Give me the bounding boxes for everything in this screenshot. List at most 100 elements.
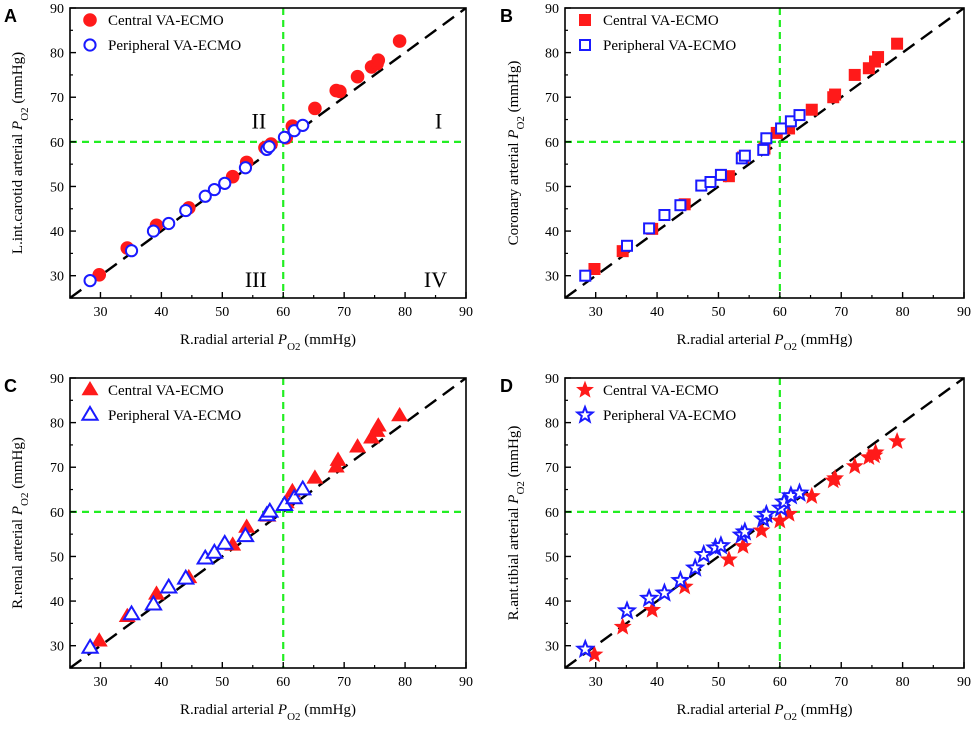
data-point <box>371 53 386 68</box>
data-point <box>872 51 885 64</box>
data-point <box>329 451 347 466</box>
y-tick-label: 70 <box>545 91 559 106</box>
data-point <box>760 132 773 145</box>
data-point <box>710 534 732 555</box>
y-tick-label: 80 <box>545 417 559 432</box>
data-point <box>159 577 179 594</box>
data-point <box>207 182 221 197</box>
panel-b: 30 30 40 40 50 50 60 60 70 70 80 80 90 90 R.radial art… <box>500 2 971 353</box>
x-tick-label: 90 <box>459 305 473 320</box>
y-tick-label: 40 <box>545 225 559 240</box>
data-point <box>757 143 770 156</box>
data-point <box>613 617 632 635</box>
legend-label: Peripheral VA-ECMO <box>603 38 736 54</box>
x-tick-label: 60 <box>773 675 787 690</box>
y-axis-label: Coronary arterial PO2 (mmHg) <box>506 61 527 246</box>
y-tick-label: 60 <box>545 506 559 521</box>
data-point <box>333 84 347 99</box>
data-point <box>579 269 592 282</box>
data-point <box>391 406 409 422</box>
data-point <box>369 417 387 432</box>
data-point <box>162 216 176 231</box>
plot-frame <box>564 377 965 669</box>
legend-label: Central VA-ECMO <box>603 13 719 29</box>
legend: Central VA-ECMO Peripheral VA-ECMO <box>579 13 736 54</box>
x-tick-label: 50 <box>711 305 725 320</box>
data-point <box>719 550 738 568</box>
x-tick-label: 30 <box>93 305 107 320</box>
data-point <box>829 88 842 101</box>
data-point <box>284 488 304 505</box>
data-point <box>793 109 806 122</box>
legend-marker <box>576 380 594 398</box>
y-tick-label: 30 <box>50 640 64 655</box>
y-tick-label: 70 <box>545 461 559 476</box>
data-point <box>293 479 313 496</box>
x-tick-label: 50 <box>215 305 229 320</box>
y-tick-label: 60 <box>50 136 64 151</box>
data-point <box>654 582 675 602</box>
legend-marker <box>579 39 591 51</box>
data-point <box>714 168 727 181</box>
panel-letter: C <box>4 376 17 396</box>
x-tick-label: 80 <box>398 675 412 690</box>
data-point <box>122 604 141 621</box>
data-point <box>236 526 255 543</box>
y-tick-label: 90 <box>50 2 64 17</box>
data-point <box>704 176 717 188</box>
x-tick-label: 70 <box>834 675 848 690</box>
legend: Central VA-ECMO Peripheral VA-ECMO <box>80 381 241 424</box>
data-point <box>262 140 276 154</box>
x-tick-label: 80 <box>896 305 910 320</box>
y-tick-label: 60 <box>545 136 559 151</box>
x-tick-label: 60 <box>276 675 290 690</box>
y-axis-label: R.ant.tibial arterial PO2 (mmHg) <box>506 426 527 621</box>
data-point <box>658 209 671 222</box>
data-point <box>176 568 196 585</box>
data-point <box>866 443 885 461</box>
data-point <box>670 569 691 590</box>
x-axis-label: R.radial arterial PO2 (mmHg) <box>677 332 853 353</box>
data-point <box>215 534 235 550</box>
legend-marker <box>83 38 97 52</box>
legend: Central VA-ECMO Peripheral VA-ECMO <box>83 13 241 54</box>
legend-marker <box>80 405 100 421</box>
data-point <box>805 103 818 116</box>
y-tick-label: 80 <box>50 417 64 432</box>
identity-line <box>70 378 466 668</box>
data-point <box>296 118 310 132</box>
data-point <box>643 222 656 235</box>
x-tick-label: 40 <box>650 305 664 320</box>
series-peripheral <box>579 109 806 282</box>
data-point <box>350 69 365 84</box>
data-point <box>146 224 161 238</box>
y-tick-label: 70 <box>50 461 64 476</box>
series-peripheral <box>80 479 313 654</box>
panel-d: 30 30 40 40 50 50 60 60 70 70 80 80 90 90 R.radial art… <box>500 372 971 723</box>
x-tick-label: 90 <box>957 675 971 690</box>
data-point <box>674 199 687 212</box>
quadrant-label-iii: III <box>245 267 267 292</box>
x-tick-label: 80 <box>398 305 412 320</box>
quadrant-label-ii: II <box>252 108 267 133</box>
x-axis-label: R.radial arterial PO2 (mmHg) <box>180 332 356 353</box>
data-point <box>891 37 904 50</box>
x-tick-label: 70 <box>834 305 848 320</box>
data-point <box>734 536 752 554</box>
y-tick-label: 30 <box>545 270 559 285</box>
y-tick-label: 30 <box>545 640 559 655</box>
data-point <box>848 68 861 81</box>
x-tick-label: 60 <box>773 305 787 320</box>
y-tick-label: 40 <box>545 595 559 610</box>
data-point <box>738 149 751 162</box>
x-tick-label: 30 <box>589 305 603 320</box>
x-tick-label: 70 <box>337 675 351 690</box>
y-tick-label: 40 <box>50 225 64 240</box>
data-point <box>802 486 821 504</box>
data-point <box>260 501 280 518</box>
data-point <box>392 34 407 48</box>
legend-label: Peripheral VA-ECMO <box>108 38 241 54</box>
y-axis-label: L.int.carotid arterial PO2 (mmHg) <box>10 52 31 254</box>
data-point <box>756 503 777 524</box>
